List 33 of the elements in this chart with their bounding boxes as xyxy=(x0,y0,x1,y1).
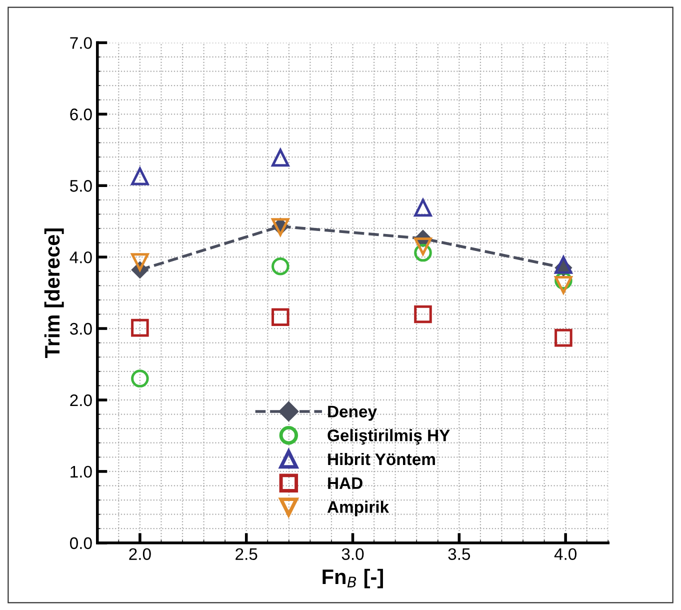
legend-label: Hibrit Yöntem xyxy=(328,452,435,466)
point xyxy=(272,148,290,167)
point xyxy=(414,305,432,324)
x-tick-label: 3.5 xyxy=(448,548,470,560)
point xyxy=(554,276,572,294)
x-tick-label: 3.0 xyxy=(342,548,364,560)
point xyxy=(131,370,149,388)
point xyxy=(414,237,432,256)
legend-label: HAD xyxy=(328,477,362,489)
x-tick-label: 4.0 xyxy=(554,548,577,560)
y-tick-label: 5.0 xyxy=(70,180,92,192)
point xyxy=(414,198,432,217)
y-tick-label: 4.0 xyxy=(70,251,92,264)
x-axis-title: Fn$_{B}$ [-] xyxy=(322,568,383,588)
point xyxy=(554,256,572,274)
point xyxy=(272,257,290,276)
y-tick-label: 7.0 xyxy=(70,37,92,49)
y-tick-label: 6.0 xyxy=(70,108,92,120)
point xyxy=(131,253,149,271)
legend-label: Geliştirilmiş HY xyxy=(328,429,450,445)
point xyxy=(131,167,149,186)
legend-label: Deney xyxy=(328,406,377,421)
y-axis-title: Trim [derece] xyxy=(44,228,64,358)
legend-label: Ampirik xyxy=(327,500,390,516)
y-tick-label: 2.0 xyxy=(70,394,92,406)
y-tick-label: 0.0 xyxy=(70,537,92,550)
point xyxy=(554,328,572,347)
x-tick-label: 2.5 xyxy=(236,548,258,560)
y-tick-label: 3.0 xyxy=(70,322,92,335)
point xyxy=(131,318,149,337)
y-tick-label: 1.0 xyxy=(70,466,92,478)
point xyxy=(272,308,290,326)
x-tick-label: 2.0 xyxy=(129,548,151,560)
